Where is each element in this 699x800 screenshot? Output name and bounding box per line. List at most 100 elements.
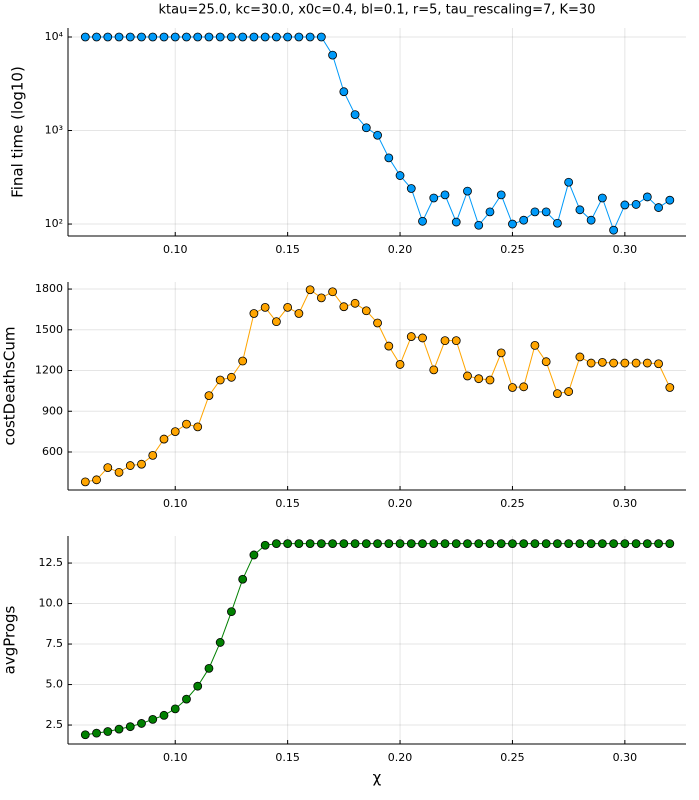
marker (620, 539, 630, 549)
marker (474, 374, 484, 384)
marker (384, 341, 394, 351)
marker (328, 50, 338, 60)
marker (530, 341, 540, 350)
marker (553, 389, 562, 399)
marker (170, 704, 180, 714)
marker (316, 539, 326, 549)
marker (620, 200, 630, 210)
marker (519, 382, 529, 392)
marker (463, 539, 472, 549)
marker (440, 336, 450, 346)
marker (586, 539, 596, 549)
marker (339, 539, 349, 549)
marker (238, 574, 248, 584)
marker (440, 190, 450, 200)
y-axis-label: avgProgs (1, 605, 19, 674)
x-tick-label: 0.30 (613, 751, 638, 764)
marker (496, 348, 506, 358)
marker (508, 219, 517, 229)
marker (193, 32, 203, 42)
marker (283, 302, 293, 312)
marker (260, 32, 270, 42)
y-tick-label: 10.0 (39, 597, 64, 610)
marker (631, 200, 641, 209)
marker (496, 539, 506, 549)
marker (541, 207, 551, 217)
marker (103, 463, 113, 472)
marker (474, 539, 484, 549)
marker (92, 32, 101, 42)
marker (373, 318, 382, 328)
marker (148, 714, 158, 724)
y-tick-label: 10³ (45, 124, 63, 137)
marker (114, 467, 124, 477)
x-tick-label: 0.10 (163, 497, 188, 510)
marker (137, 32, 146, 42)
marker (395, 360, 405, 369)
marker (451, 217, 461, 227)
marker (631, 358, 641, 368)
marker (597, 539, 607, 549)
marker (654, 203, 663, 212)
marker (451, 539, 461, 549)
marker (170, 427, 180, 437)
y-tick-label: 12.5 (39, 556, 64, 569)
marker (384, 153, 394, 163)
marker (305, 32, 315, 42)
marker (609, 358, 619, 368)
marker (271, 32, 281, 42)
marker (406, 539, 416, 549)
marker (395, 539, 405, 549)
marker (361, 123, 371, 133)
x-tick-label: 0.15 (275, 243, 300, 256)
marker (215, 638, 225, 647)
marker (148, 32, 158, 42)
y-tick-label: 1800 (35, 282, 63, 295)
chart-title: ktau=25.0, kc=30.0, x0c=0.4, bl=0.1, r=5… (159, 3, 596, 18)
marker (125, 32, 135, 42)
marker (642, 192, 652, 202)
marker (519, 539, 529, 549)
marker (305, 539, 315, 549)
x-tick-label: 0.25 (500, 243, 525, 256)
marker (665, 539, 675, 549)
marker (564, 177, 574, 187)
marker (406, 184, 416, 193)
marker (350, 298, 360, 308)
marker (485, 375, 495, 385)
marker (642, 539, 652, 549)
marker (395, 171, 405, 180)
marker (328, 287, 338, 297)
marker (429, 539, 439, 549)
marker (384, 539, 394, 549)
marker (80, 477, 90, 487)
marker (103, 32, 113, 42)
marker (485, 539, 495, 549)
marker (654, 359, 663, 369)
marker (159, 434, 169, 444)
marker (182, 694, 191, 704)
marker (137, 719, 146, 728)
x-tick-label: 0.20 (388, 497, 413, 510)
marker (597, 357, 607, 367)
marker (496, 190, 506, 200)
marker (238, 32, 248, 42)
marker (418, 216, 427, 226)
marker (553, 218, 562, 228)
marker (463, 371, 472, 381)
y-tick-label: 600 (42, 445, 63, 458)
marker (373, 539, 382, 549)
marker (328, 539, 338, 549)
marker (429, 365, 439, 375)
marker (316, 32, 326, 42)
marker (283, 539, 293, 549)
marker (227, 372, 236, 382)
marker (564, 387, 574, 396)
marker (249, 309, 259, 318)
marker (350, 110, 360, 119)
y-tick-label: 1500 (35, 323, 63, 336)
marker (305, 285, 315, 295)
y-tick-label: 10⁴ (45, 30, 64, 43)
marker (92, 728, 101, 738)
